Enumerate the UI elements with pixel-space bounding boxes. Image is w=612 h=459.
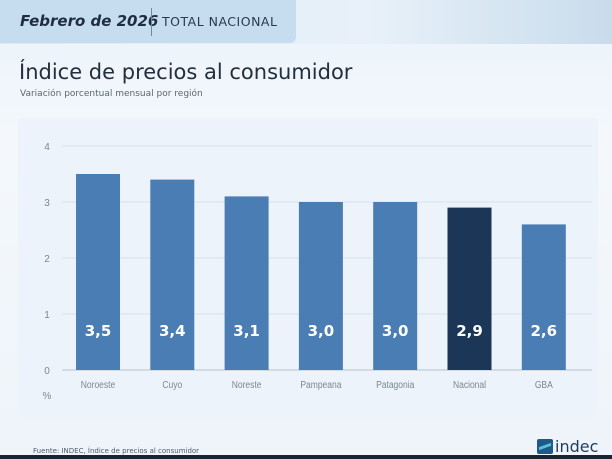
data-label: 2,6	[531, 322, 558, 340]
x-tick-label: GBA	[535, 379, 554, 390]
x-tick-label: Noroeste	[81, 379, 115, 390]
header-date: Febrero de 2026	[20, 12, 159, 30]
bar-pampeana	[298, 202, 343, 370]
bar-cuyo	[150, 179, 195, 370]
x-tick-label: Noreste	[232, 379, 262, 390]
data-label: 3,4	[159, 322, 186, 340]
y-tick-label: 1	[44, 310, 50, 321]
data-label: 3,1	[233, 322, 260, 340]
data-label: 2,9	[456, 322, 483, 340]
data-label: 3,0	[382, 322, 409, 340]
y-axis-unit: %	[43, 391, 52, 402]
y-tick-label: 0	[44, 366, 50, 377]
bar-patagonia	[373, 202, 418, 370]
indec-logo-text: indec	[555, 437, 599, 456]
indec-logo-icon	[537, 439, 553, 454]
header-divider	[151, 8, 152, 36]
x-tick-label: Patagonia	[376, 379, 415, 390]
bar-noroeste	[76, 174, 120, 370]
bar-gba	[521, 224, 566, 370]
bottom-strip	[0, 455, 612, 459]
y-tick-label: 4	[44, 142, 50, 153]
header-scope: TOTAL NACIONAL	[162, 14, 278, 29]
data-label: 3,5	[85, 322, 112, 340]
header-box	[0, 0, 296, 43]
data-label: 3,0	[308, 322, 335, 340]
indec-logo: indec	[537, 437, 598, 456]
bar-nacional	[447, 207, 492, 370]
chart-title: Índice de precios al consumidor	[19, 60, 353, 84]
x-tick-label: Nacional	[453, 379, 486, 390]
y-tick-label: 3	[44, 198, 50, 209]
x-tick-label: Pampeana	[300, 379, 342, 390]
y-tick-label: 2	[44, 254, 50, 265]
chart-subtitle: Variación porcentual mensual por región	[20, 89, 203, 99]
source-note: Fuente: INDEC, Índice de precios al cons…	[33, 447, 200, 455]
bar-noreste	[224, 196, 269, 370]
x-tick-label: Cuyo	[162, 379, 182, 390]
